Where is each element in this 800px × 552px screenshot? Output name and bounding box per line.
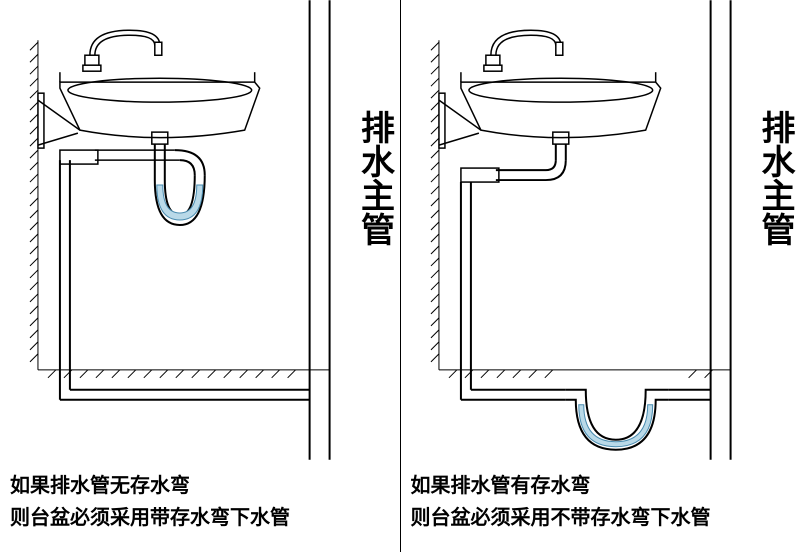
caption-right: 如果排水管有存水弯 则台盆必须采用不带存水弯下水管 [411,470,711,534]
panel-left: 排水主管 如果排水管无存水弯 则台盆必须采用带存水弯下水管 [0,0,401,552]
main-pipe-label-left: 排水主管 [356,110,392,246]
caption-right-line1: 如果排水管有存水弯 [411,470,711,502]
panel-right: 排水主管 如果排水管有存水弯 则台盆必须采用不带存水弯下水管 [401,0,800,552]
main-pipe-label-right: 排水主管 [756,110,792,246]
caption-left: 如果排水管无存水弯 则台盆必须采用带存水弯下水管 [10,470,290,534]
caption-left-line2: 则台盆必须采用带存水弯下水管 [10,502,290,534]
right-diagram [401,0,800,460]
caption-left-line1: 如果排水管无存水弯 [10,470,290,502]
left-diagram [0,0,400,460]
caption-right-line2: 则台盆必须采用不带存水弯下水管 [411,502,711,534]
diagram-panels: 排水主管 如果排水管无存水弯 则台盆必须采用带存水弯下水管 [0,0,800,552]
